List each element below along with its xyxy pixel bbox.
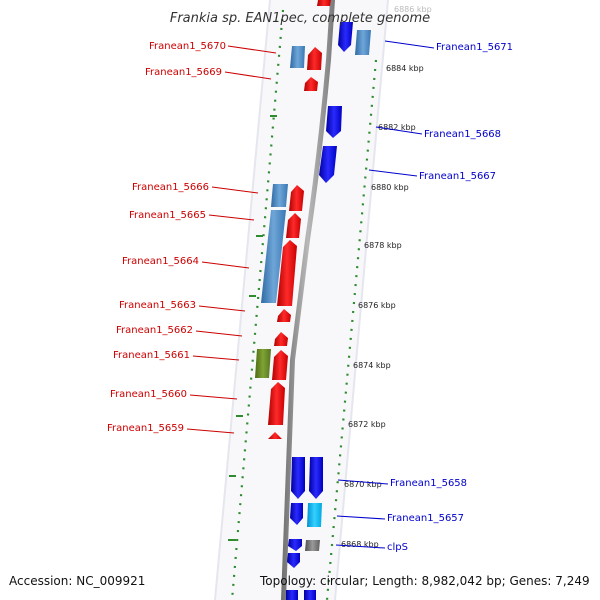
genome-backbone xyxy=(281,0,335,600)
gene-label-franean1-5666: Franean1_5666 xyxy=(132,182,209,193)
gene-franean1-5658-arrow-b xyxy=(309,457,323,499)
ruler-label-6872: 6872 kbp xyxy=(348,420,386,429)
gene-label-franean1-5669: Franean1_5669 xyxy=(145,67,222,78)
gene-franean1-5669-arrow xyxy=(307,47,322,70)
right-gene-labels: Franean1_5671 Franean1_5668 Franean1_566… xyxy=(387,42,513,553)
ruler-label-6884: 6884 kbp xyxy=(386,64,424,73)
gene-franean1-5664-arrow xyxy=(277,240,297,306)
feature-5671-steelblue xyxy=(355,30,371,55)
ruler-label-6868: 6868 kbp xyxy=(341,540,379,549)
feature-5657-cyan xyxy=(307,503,322,527)
gene-label-franean1-5661: Franean1_5661 xyxy=(113,350,190,361)
right-leader-lines xyxy=(335,40,435,549)
gene-franean1-5657-arrow xyxy=(290,503,303,525)
gene-franean1-5670-arrow xyxy=(317,0,331,6)
gene-franean1-5665-arrow xyxy=(286,213,301,238)
feature-clps-gray xyxy=(305,540,320,551)
gene-label-franean1-5660: Franean1_5660 xyxy=(110,389,187,400)
gene-franean1-5669b-arrow xyxy=(304,77,318,91)
gene-label-franean1-5668: Franean1_5668 xyxy=(424,129,501,140)
gene-franean1-5662-arrow xyxy=(274,332,288,346)
gene-label-franean1-5659: Franean1_5659 xyxy=(107,423,184,434)
ruler-label-6882: 6882 kbp xyxy=(378,123,416,132)
gene-label-franean1-5667: Franean1_5667 xyxy=(419,171,496,182)
gene-label-franean1-5662: Franean1_5662 xyxy=(116,325,193,336)
feature-5670-steelblue xyxy=(290,46,305,68)
gene-franean1-5667-arrow xyxy=(319,146,337,183)
feature-5661-olive xyxy=(255,349,271,378)
gene-lower-arrow-c xyxy=(304,590,316,600)
map-title: Frankia sp. EAN1pec, complete genome xyxy=(170,11,430,26)
ruler-label-6878: 6878 kbp xyxy=(364,241,402,250)
gene-label-franean1-5664: Franean1_5664 xyxy=(122,256,199,267)
left-track-ticks xyxy=(228,115,277,541)
gene-label-franean1-5658: Franean1_5658 xyxy=(390,478,467,489)
accession-text: Accession: NC_009921 xyxy=(9,574,146,588)
gene-label-franean1-5657: Franean1_5657 xyxy=(387,513,464,524)
forward-features xyxy=(255,0,331,439)
ruler-label-6874: 6874 kbp xyxy=(353,361,391,370)
gene-franean1-5658-arrow-a xyxy=(291,457,305,499)
gene-label-franean1-5665: Franean1_5665 xyxy=(129,210,206,221)
ruler-label-6886: 6886 kbp xyxy=(394,5,432,14)
gene-franean1-5659-arrow xyxy=(268,432,282,439)
gene-lower-arrow-a xyxy=(287,553,300,568)
left-gene-labels: Franean1_5670 Franean1_5669 Franean1_566… xyxy=(107,41,226,434)
feature-5666-steelblue xyxy=(271,184,288,207)
ruler-label-6880: 6880 kbp xyxy=(371,183,409,192)
gene-franean1-5666-arrow xyxy=(289,185,304,211)
gene-label-franean1-5670: Franean1_5670 xyxy=(149,41,226,52)
feature-5664-steelblue xyxy=(261,210,286,303)
ruler-label-6876: 6876 kbp xyxy=(358,301,396,310)
gene-franean1-5668-arrow xyxy=(326,106,342,138)
ruler-label-6870: 6870 kbp xyxy=(344,480,382,489)
left-leader-lines xyxy=(186,45,277,434)
gene-franean1-5671-arrow xyxy=(338,22,353,52)
ruler-labels: 6886 kbp 6884 kbp 6882 kbp 6880 kbp 6878… xyxy=(341,5,432,549)
gene-label-franean1-5663: Franean1_5663 xyxy=(119,300,196,311)
gene-franean1-5663-arrow xyxy=(277,309,291,322)
gene-label-clps: clpS xyxy=(387,542,408,553)
gene-franean1-5661-arrow xyxy=(272,350,288,380)
gene-franean1-5660-arrow xyxy=(268,382,285,425)
gene-clps-arrow xyxy=(288,539,302,551)
reverse-features xyxy=(286,22,371,600)
dotted-track-right xyxy=(325,59,378,600)
gene-label-franean1-5671: Franean1_5671 xyxy=(436,42,513,53)
genome-summary-text: Topology: circular; Length: 8,982,042 bp… xyxy=(260,574,590,588)
gene-lower-arrow-b xyxy=(286,590,298,600)
